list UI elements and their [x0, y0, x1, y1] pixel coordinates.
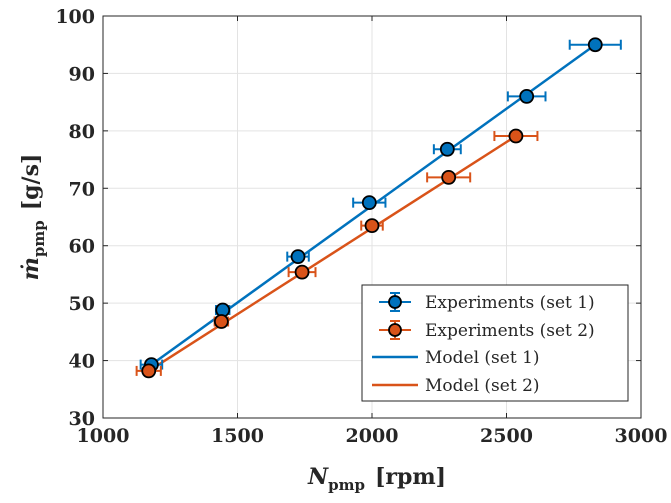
legend-markers: [372, 292, 418, 387]
x-tick-label: 2500: [480, 425, 533, 447]
y-tick-label: 70: [69, 178, 95, 200]
legend-label-exp2: Experiments (set 2): [425, 321, 595, 341]
legend-box: [361, 284, 629, 402]
legend: Experiments (set 1) Experiments (set 2) …: [361, 284, 629, 402]
x-axis-symbol: N: [307, 464, 329, 490]
x-tick-label: 2000: [346, 425, 399, 447]
y-axis-subscript: pmp: [30, 220, 48, 257]
y-tick-label: 90: [69, 63, 95, 85]
y-tick-label: 60: [69, 236, 95, 258]
x-tick-label: 1500: [211, 425, 264, 447]
legend-marker: [388, 323, 402, 337]
y-tick-label: 50: [69, 293, 95, 315]
data-point: [441, 169, 457, 185]
y-tick-label: 30: [69, 408, 95, 430]
y-axis-title: ṁpmp [g/s]: [18, 154, 48, 281]
data-point: [361, 195, 377, 211]
y-tick-label: 80: [69, 121, 95, 143]
y-axis-symbol: ṁ: [18, 257, 44, 280]
data-point: [290, 249, 306, 265]
data-point: [294, 264, 310, 280]
axes: 1000 1500 2000 2500 3000 30 40 50 60 70 80 90 100: [55, 6, 667, 447]
data-point: [439, 141, 455, 157]
x-tick-label: 1000: [77, 425, 130, 447]
data-point: [508, 128, 524, 144]
x-axis-subscript: pmp: [328, 476, 365, 494]
data-point: [213, 314, 229, 329]
data-point: [364, 218, 380, 234]
y-tick-label: 40: [69, 351, 95, 373]
experiment-markers: [135, 37, 622, 379]
y-tick-label: 100: [55, 6, 95, 28]
legend-label-model2: Model (set 2): [425, 376, 540, 396]
data-point: [519, 89, 535, 104]
x-axis-title: Npmp [rpm]: [307, 464, 446, 494]
legend-label-model1: Model (set 1): [425, 348, 540, 368]
data-point: [587, 37, 603, 53]
legend-marker: [388, 295, 402, 309]
x-tick-label: 3000: [615, 425, 668, 447]
x-axis-unit: [rpm]: [375, 464, 446, 490]
data-point: [141, 363, 157, 379]
legend-label-exp1: Experiments (set 1): [425, 293, 595, 313]
y-axis-unit: [g/s]: [18, 154, 44, 211]
